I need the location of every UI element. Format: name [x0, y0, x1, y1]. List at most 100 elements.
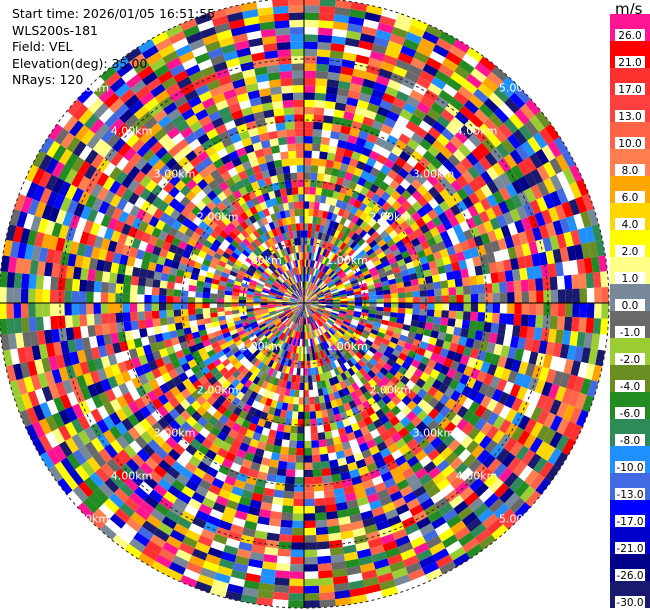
ppi-cell: [341, 441, 352, 451]
ppi-cell: [286, 461, 296, 470]
ppi-cell: [60, 457, 75, 474]
ppi-cell: [331, 344, 339, 352]
ppi-cell: [159, 280, 168, 289]
ppi-cell: [432, 44, 450, 58]
ppi-cell: [236, 353, 245, 362]
ppi-cell: [79, 279, 88, 292]
ppi-cell: [318, 202, 326, 211]
ppi-cell: [293, 307, 299, 314]
ppi-cell: [249, 365, 257, 374]
ppi-cell: [255, 341, 263, 350]
ppi-cell: [166, 303, 174, 311]
ppi-cell: [16, 378, 28, 395]
ppi-cell: [230, 346, 240, 355]
ppi-cell: [525, 490, 541, 508]
ppi-cell: [304, 477, 314, 485]
ppi-cell: [366, 530, 381, 542]
ppi-cell: [369, 445, 380, 456]
ppi-cell: [148, 489, 164, 503]
ppi-cell: [273, 318, 281, 325]
ppi-cell: [324, 364, 330, 373]
ppi-cell: [455, 344, 466, 355]
ppi-cell: [439, 324, 448, 334]
ppi-cell: [394, 225, 404, 235]
ppi-cell: [379, 447, 392, 459]
ppi-cell: [362, 116, 375, 127]
ppi-cell: [206, 362, 216, 372]
ppi-cell: [368, 346, 378, 355]
ppi-cell: [446, 514, 462, 529]
ppi-cell: [304, 375, 309, 383]
ppi-cell: [121, 523, 138, 538]
ppi-cell: [172, 555, 189, 569]
ppi-cell: [253, 307, 261, 311]
ppi-cell: [332, 295, 340, 299]
ppi-cell: [463, 365, 474, 377]
ppi-cell: [439, 272, 448, 282]
ppi-cell: [166, 535, 182, 549]
ppi-cell: [453, 500, 469, 515]
ppi-cell: [117, 263, 127, 275]
ppi-cell: [339, 355, 347, 364]
ppi-cell: [94, 270, 104, 282]
ppi-cell: [226, 321, 235, 328]
ppi-cell: [307, 316, 311, 324]
ppi-cell: [464, 491, 479, 507]
ppi-cell: [51, 412, 65, 429]
ppi-cell: [389, 243, 399, 253]
ppi-cell: [452, 38, 471, 54]
ppi-cell: [531, 226, 543, 241]
ppi-cell: [324, 277, 331, 284]
ppi-cell: [272, 317, 280, 323]
ppi-cell: [294, 208, 300, 217]
ppi-cell: [65, 327, 75, 341]
ppi-cell: [535, 441, 550, 458]
ppi-cell: [503, 513, 520, 530]
ppi-cell: [176, 455, 189, 468]
ppi-cell: [221, 389, 231, 399]
ppi-cell: [276, 339, 283, 347]
ppi-cell: [449, 235, 460, 246]
ppi-cell: [304, 535, 317, 543]
ppi-cell: [312, 276, 318, 284]
ppi-cell: [405, 379, 416, 390]
ppi-cell: [133, 532, 150, 547]
ppi-cell: [339, 308, 347, 313]
ppi-cell: [349, 468, 361, 479]
ppi-cell: [494, 107, 510, 124]
ppi-cell: [310, 323, 315, 331]
ppi-cell: [200, 528, 216, 541]
ppi-cell: [55, 237, 66, 252]
ppi-cell: [109, 398, 122, 412]
ppi-cell: [193, 449, 206, 462]
ppi-cell: [374, 458, 387, 469]
ppi-cell: [523, 433, 537, 450]
ppi-cell: [175, 426, 188, 438]
ppi-cell: [572, 303, 580, 318]
ppi-cell: [253, 295, 261, 299]
ppi-cell: [436, 241, 447, 251]
ppi-cell: [381, 8, 399, 20]
ppi-cell: [347, 506, 361, 517]
ppi-cell: [444, 171, 457, 185]
ppi-cell: [290, 306, 298, 310]
ppi-cell: [309, 292, 315, 299]
ppi-cell: [524, 338, 534, 352]
ppi-cell: [369, 303, 377, 307]
ppi-cell: [163, 491, 178, 504]
ppi-cell: [272, 415, 280, 424]
ppi-cell: [313, 238, 318, 247]
ppi-cell: [327, 71, 341, 81]
ppi-cell: [226, 583, 244, 595]
ppi-cell: [368, 266, 377, 274]
ppi-cell: [313, 389, 319, 397]
ppi-cell: [311, 150, 320, 159]
ppi-cell: [183, 271, 192, 279]
ppi-cell: [323, 203, 331, 212]
ppi-cell: [316, 308, 324, 313]
ppi-cell: [577, 227, 589, 245]
ppi-cell: [392, 234, 402, 244]
ppi-cell: [304, 281, 307, 289]
ppi-cell: [442, 340, 452, 351]
ppi-cell: [348, 158, 359, 168]
